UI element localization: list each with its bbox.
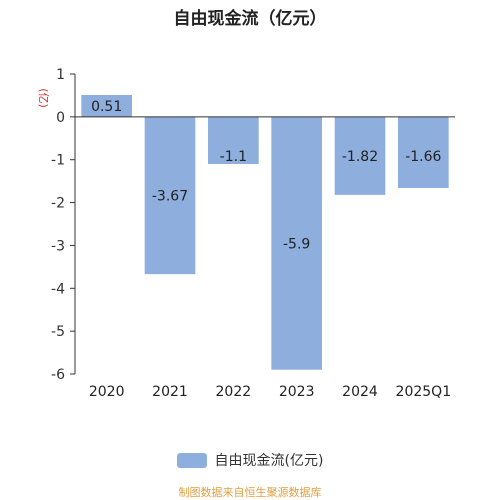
x-tick-label: 2025Q1 xyxy=(396,384,452,400)
bar-2025Q1 xyxy=(398,116,449,188)
x-tick-label: 2021 xyxy=(152,384,188,400)
x-tick-label: 2024 xyxy=(342,384,378,400)
data-label: 0.51 xyxy=(91,99,122,115)
y-tick-label: -5 xyxy=(51,324,65,340)
data-label: -1.1 xyxy=(220,149,247,165)
bar-2022 xyxy=(208,116,259,164)
y-tick-label: -4 xyxy=(51,281,65,297)
bar-2020 xyxy=(81,95,132,117)
y-tick-label: -1 xyxy=(51,153,65,169)
x-tick-label: 2020 xyxy=(89,384,125,400)
data-label: -3.67 xyxy=(152,189,188,205)
chart-title: 自由现金流（亿元） xyxy=(173,9,327,29)
y-tick-label: -6 xyxy=(51,367,65,383)
legend-swatch xyxy=(176,452,207,468)
data-label: -5.9 xyxy=(283,236,310,252)
y-tick-label: 1 xyxy=(56,67,65,83)
data-label: -1.82 xyxy=(342,149,378,165)
bar-2023 xyxy=(271,116,322,370)
bar-2024 xyxy=(334,116,386,195)
source-note: 制图数据来自恒生聚源数据库 xyxy=(178,486,322,499)
y-axis-label: (亿) xyxy=(37,88,50,108)
y-tick-label: -3 xyxy=(51,238,65,254)
y-tick-label: 0 xyxy=(56,110,65,126)
data-label: -1.66 xyxy=(405,149,441,165)
bar-chart: (亿) 1 0 -1 -2 -3 -4 -5 -6 0.51 -3.67 -1.1 -5.9 -1.82 -… xyxy=(37,67,455,400)
bar-2021 xyxy=(144,116,196,275)
chart-legend: 自由现金流(亿元) xyxy=(0,450,500,470)
x-tick-label: 2022 xyxy=(216,384,252,400)
legend-label: 自由现金流(亿元) xyxy=(214,453,324,469)
y-tick-label: -2 xyxy=(51,196,65,212)
x-tick-label: 2023 xyxy=(279,384,315,400)
